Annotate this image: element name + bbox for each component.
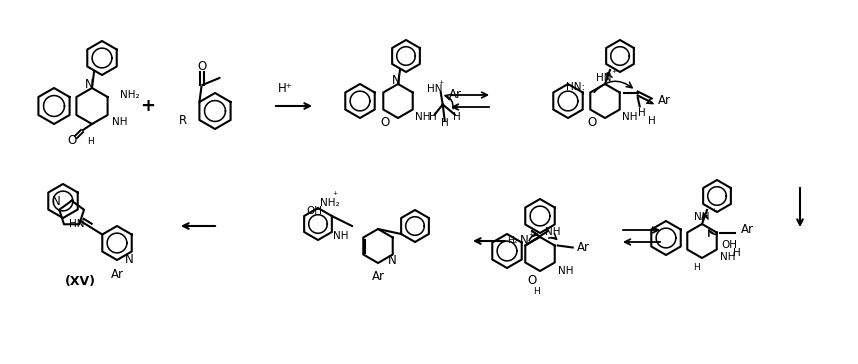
Text: Ar: Ar — [449, 88, 462, 101]
Text: NH: NH — [333, 231, 348, 241]
Text: O: O — [528, 274, 536, 288]
Text: H: H — [441, 118, 449, 127]
Text: N: N — [391, 74, 401, 87]
Text: Ar: Ar — [577, 241, 589, 254]
Text: NH₂: NH₂ — [320, 198, 340, 208]
Text: NH: NH — [112, 117, 127, 127]
Text: R: R — [179, 114, 187, 127]
Text: H₂: H₂ — [507, 236, 517, 245]
Text: Ar: Ar — [372, 270, 384, 284]
Text: NH: NH — [622, 111, 637, 122]
Text: H: H — [429, 111, 437, 122]
Text: NH₂: NH₂ — [119, 90, 139, 100]
Text: HN: HN — [69, 219, 84, 229]
Text: Ar: Ar — [658, 94, 671, 107]
Text: H⁺: H⁺ — [277, 82, 293, 95]
Text: N: N — [52, 195, 61, 208]
Text: Ar: Ar — [740, 223, 753, 236]
Text: H: H — [648, 115, 656, 126]
Text: ⁺: ⁺ — [332, 191, 338, 201]
Text: H: H — [637, 107, 645, 118]
Text: NH: NH — [414, 111, 430, 122]
Text: H: H — [533, 286, 540, 296]
Text: H: H — [87, 138, 94, 146]
Text: OH: OH — [722, 240, 738, 249]
Text: NH: NH — [720, 252, 735, 261]
Text: HN: HN — [596, 73, 612, 83]
Text: O: O — [588, 115, 597, 128]
Text: N: N — [389, 254, 397, 267]
Text: +: + — [141, 97, 155, 115]
Text: Ar: Ar — [111, 268, 124, 281]
Text: O: O — [381, 115, 390, 128]
Text: H: H — [453, 111, 461, 122]
Text: ⁺: ⁺ — [529, 232, 534, 241]
Text: ⁺: ⁺ — [711, 208, 716, 218]
Text: O: O — [198, 60, 207, 74]
Text: HN: HN — [426, 84, 442, 95]
Text: NH: NH — [694, 212, 710, 222]
Text: N: N — [85, 78, 94, 91]
Text: H: H — [733, 248, 740, 257]
Text: N: N — [520, 234, 529, 247]
Text: (XV): (XV) — [64, 274, 95, 288]
Text: ⁺: ⁺ — [438, 79, 444, 90]
Text: ⁺: ⁺ — [612, 69, 617, 79]
Text: N: N — [125, 253, 134, 266]
Text: O: O — [68, 135, 76, 147]
Text: NH: NH — [545, 227, 560, 237]
Text: NH: NH — [558, 265, 573, 276]
Text: H: H — [693, 264, 700, 273]
Text: OH: OH — [306, 206, 322, 216]
Text: HN:: HN: — [566, 83, 585, 92]
